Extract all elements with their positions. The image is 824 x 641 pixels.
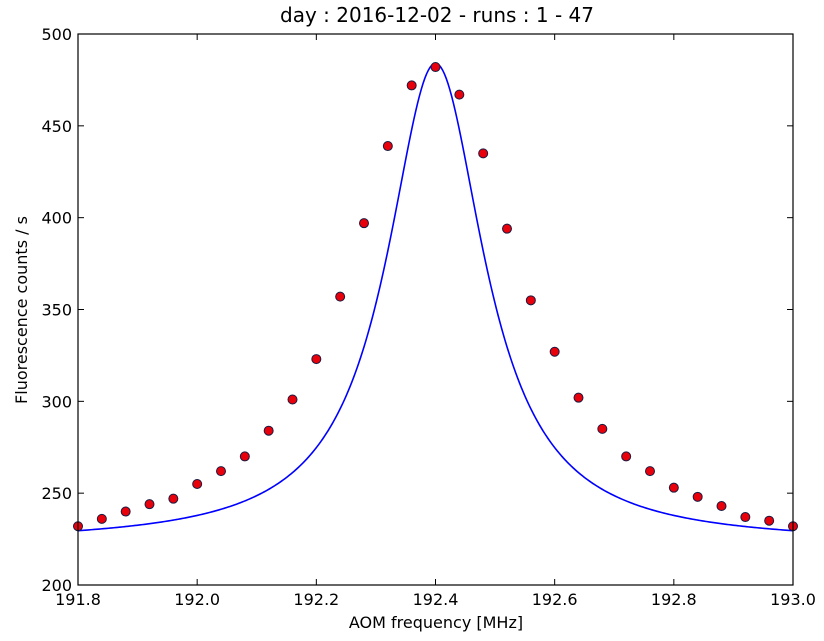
data-point xyxy=(96,513,107,524)
x-tick-label: 193.0 xyxy=(770,590,816,609)
fit-curve-line xyxy=(77,62,794,532)
y-axis-label: Fluorescence counts / s xyxy=(12,216,31,404)
data-point xyxy=(168,493,179,504)
data-point xyxy=(239,451,250,462)
data-point xyxy=(454,89,465,100)
data-point xyxy=(716,501,727,512)
data-point xyxy=(597,423,608,434)
data-point xyxy=(478,148,489,159)
x-axis-label: AOM frequency [MHz] xyxy=(349,613,523,632)
x-tick-label: 192.4 xyxy=(413,590,459,609)
data-point xyxy=(645,466,655,477)
data-point xyxy=(311,354,322,365)
x-tick-label: 192.8 xyxy=(651,590,697,609)
data-point xyxy=(668,482,679,493)
data-point xyxy=(549,346,560,357)
y-tick-label: 350 xyxy=(41,301,72,320)
data-point xyxy=(406,80,417,91)
y-tick-label: 200 xyxy=(41,576,72,595)
chart-title: day : 2016-12-02 - runs : 1 - 47 xyxy=(280,3,594,27)
data-point xyxy=(764,515,775,526)
data-point xyxy=(740,512,751,523)
x-tick-label: 191.8 xyxy=(55,590,101,609)
data-point xyxy=(335,291,346,302)
x-tick-label: 192.6 xyxy=(532,590,578,609)
plot-frame xyxy=(77,33,794,586)
data-point xyxy=(502,223,512,234)
data-point xyxy=(382,141,393,152)
data-points xyxy=(73,62,798,532)
x-tick-label: 192.2 xyxy=(293,590,339,609)
data-point xyxy=(263,425,274,436)
data-point xyxy=(525,295,536,306)
x-axis-ticks: 191.8 192.0 192.2 192.4 192.6 192.8 193.0 xyxy=(55,34,816,609)
data-point xyxy=(192,478,203,489)
y-axis-ticks: 200 250 300 350 400 450 500 xyxy=(41,25,793,595)
y-tick-label: 250 xyxy=(41,484,72,503)
y-tick-label: 500 xyxy=(41,25,72,44)
data-point xyxy=(359,218,369,229)
y-tick-label: 300 xyxy=(41,392,72,411)
data-point xyxy=(144,499,155,510)
data-point xyxy=(573,392,584,403)
data-point xyxy=(430,62,441,73)
data-point xyxy=(692,491,703,502)
data-point xyxy=(216,466,226,477)
data-point xyxy=(287,394,298,405)
data-point xyxy=(120,506,131,517)
y-tick-label: 400 xyxy=(41,209,72,228)
x-tick-label: 192.0 xyxy=(174,590,220,609)
data-point xyxy=(621,451,632,462)
y-tick-label: 450 xyxy=(41,117,72,136)
